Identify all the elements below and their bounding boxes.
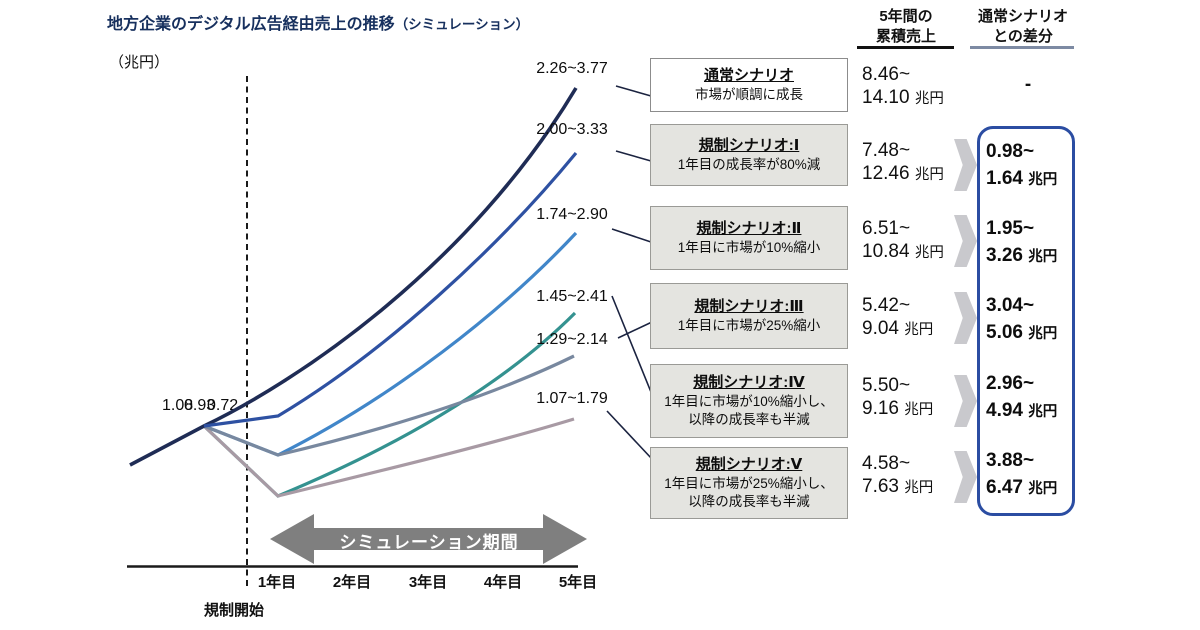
- page-title: 地方企業のデジタル広告経由売上の推移（シミュレーション）: [107, 10, 529, 34]
- series-line-scenario5: [202, 417, 575, 498]
- chevron-right-icon: [954, 215, 977, 267]
- diff-value: 0.98~ 1.64 兆円: [986, 141, 1058, 189]
- series-line-scenario3: [203, 354, 575, 457]
- scenario-box-3: 規制シナリオ:Ⅲ 1年目に市場が25%縮小: [650, 283, 848, 349]
- cumulative-value: 8.46~ 14.10 兆円: [862, 64, 944, 108]
- page-title-main: 地方企業のデジタル広告経由売上の推移: [107, 16, 395, 33]
- end-value-label: 1.29~2.14: [536, 331, 608, 348]
- diff-value-dash: -: [1024, 74, 1032, 95]
- x-tick-year5: 5年目: [558, 574, 598, 591]
- label-connector-lines: [606, 85, 654, 460]
- start-value-label: 1.08: [162, 397, 194, 414]
- diff-value: 2.96~ 4.94 兆円: [986, 373, 1058, 421]
- chevron-right-icon: [954, 451, 977, 503]
- series-line-scenario4: [202, 311, 577, 498]
- cumulative-value: 5.50~ 9.16 兆円: [862, 375, 934, 419]
- series-line-scenario1: [203, 151, 578, 428]
- x-tick-year3: 3年目: [408, 574, 448, 591]
- cumulative-column-header: 5年間の 累積売上: [875, 8, 936, 45]
- chevron-right-icon: [954, 292, 977, 344]
- end-value-label: 2.26~3.77: [536, 60, 608, 77]
- simulation-period-arrow: [270, 514, 587, 564]
- end-value-label: 2.00~3.33: [536, 121, 608, 138]
- diff-column-header: 通常シナリオ との差分: [977, 8, 1068, 45]
- x-tick-year4: 4年目: [483, 574, 523, 591]
- cumulative-header-underline: [857, 46, 954, 49]
- cumulative-value: 7.48~ 12.46 兆円: [862, 140, 944, 184]
- diff-value: 3.04~ 5.06 兆円: [986, 295, 1058, 343]
- cumulative-value: 5.42~ 9.04 兆円: [862, 295, 934, 339]
- diff-header-underline: [970, 46, 1074, 49]
- cumulative-value: 4.58~ 7.63 兆円: [862, 453, 934, 497]
- page-title-suffix: （シミュレーション）: [394, 17, 530, 32]
- x-tick-year2: 2年目: [332, 574, 372, 591]
- y-axis-unit-label: （兆円）: [109, 54, 170, 71]
- scenario-box-1: 規制シナリオ:Ⅰ 1年目の成長率が80%減: [650, 124, 848, 186]
- scenario-box-4: 規制シナリオ:Ⅳ 1年目に市場が10%縮小し、 以降の成長率も半減: [650, 364, 848, 438]
- scenario-box-normal: 通常シナリオ 市場が順調に成長: [650, 58, 848, 112]
- chevron-right-icon: [954, 139, 977, 191]
- diff-value: 3.88~ 6.47 兆円: [986, 450, 1058, 498]
- diff-value: 1.95~ 3.26 兆円: [986, 218, 1058, 266]
- scenario-box-5: 規制シナリオ:Ⅴ 1年目に市場が25%縮小し、 以降の成長率も半減: [650, 447, 848, 519]
- end-value-label: 1.07~1.79: [536, 390, 608, 407]
- scenario-box-2: 規制シナリオ:Ⅱ 1年目に市場が10%縮小: [650, 206, 848, 270]
- series-line-normal: [129, 87, 578, 467]
- end-value-label: 1.45~2.41: [536, 288, 608, 305]
- series-line-scenario2: [203, 231, 578, 457]
- start-value-label: 0.93: [184, 397, 216, 414]
- diff-highlight-frame: [977, 126, 1075, 516]
- simulation-period-label: シミュレーション期間: [339, 533, 519, 552]
- x-tick-year1: 1年目: [257, 574, 297, 591]
- start-value-label: 0.72: [207, 397, 239, 414]
- regulation-start-label: 規制開始: [204, 602, 265, 619]
- chevron-right-icon: [954, 375, 977, 427]
- cumulative-value: 6.51~ 10.84 兆円: [862, 218, 944, 262]
- end-value-label: 1.74~2.90: [536, 206, 608, 223]
